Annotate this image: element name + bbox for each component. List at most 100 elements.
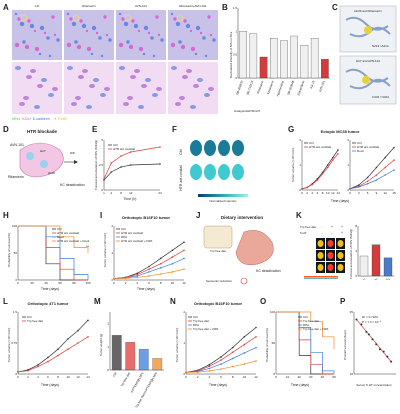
- cell-mark: [14, 42, 20, 48]
- cell-mark: [95, 31, 99, 35]
- row-1-label-f: Ctrl: [179, 149, 183, 155]
- data-point: [358, 184, 360, 186]
- data-point: [159, 267, 162, 269]
- cell-mark: [66, 12, 70, 16]
- cell-mark: [34, 105, 40, 109]
- cell-mark: [171, 66, 177, 70]
- y-axis-label-h: Probability of survival (%): [7, 233, 11, 267]
- cell-mark: [185, 23, 191, 29]
- data-point: [332, 159, 334, 161]
- cell-mark: [27, 19, 31, 23]
- x-tick-label: 10: [286, 375, 290, 379]
- series-line-4: [276, 311, 335, 350]
- cell-mark: [67, 66, 73, 70]
- data-point: [77, 342, 79, 344]
- x-tick-label: Ctrl: [112, 371, 118, 377]
- series-line-2: [349, 159, 395, 190]
- bar: [359, 255, 369, 277]
- series-line-1: [103, 163, 161, 181]
- bar: [239, 31, 247, 79]
- cell-mark: [142, 52, 146, 56]
- cell-mark: [152, 54, 156, 58]
- series-line-1: [185, 327, 257, 373]
- x-tick-label: 12: [76, 375, 80, 379]
- data-point: [231, 346, 234, 349]
- series-line-4: [18, 225, 89, 253]
- y-axis-label-p: Overall survival (days): [343, 330, 347, 360]
- sig-h: **: [86, 244, 90, 249]
- bar: [152, 358, 163, 371]
- cell-mark: [170, 42, 176, 48]
- diet-sign: +: [341, 225, 343, 229]
- data-point: [375, 174, 378, 176]
- y-tick-label: 100: [270, 310, 275, 314]
- x-tick-label: 6: [148, 281, 150, 285]
- cell-mark: [19, 21, 25, 27]
- cell-mark: [123, 102, 129, 106]
- cell-mark: [41, 78, 47, 82]
- cell-mark: [26, 75, 32, 79]
- x-tick-label: 8: [232, 375, 234, 379]
- cell-mark: [118, 12, 122, 16]
- y-tick-label: 2: [299, 138, 301, 142]
- cell-mark: [133, 23, 139, 29]
- data-point: [306, 186, 308, 189]
- colorbar-label: Normalized intensity: [209, 199, 237, 203]
- y-tick-label: 10: [350, 372, 354, 376]
- residue-2-label: C343 / N344: [372, 95, 389, 99]
- cell-mark: [127, 96, 133, 100]
- cell-mark: [138, 105, 144, 109]
- legend-label: Trp free diet + DPA: [193, 327, 218, 331]
- cell-mark: [91, 25, 97, 31]
- pval-label-p: P = 7.0 × 10⁻⁵: [362, 320, 382, 324]
- data-point: [171, 263, 174, 265]
- title-n: Orthotopic B16F10 tumor: [194, 301, 243, 306]
- data-point: [220, 356, 222, 358]
- data-point: [17, 371, 19, 373]
- x-tick-label: 4: [136, 281, 138, 285]
- data-point: [27, 369, 29, 372]
- data-point: [148, 268, 150, 271]
- data-point: [220, 368, 222, 370]
- y-tick-label: 0.75: [11, 341, 17, 345]
- scatter-point: [360, 323, 363, 326]
- cell-mark: [71, 21, 77, 27]
- cell-mark: [53, 33, 57, 37]
- cell-mark: [189, 29, 193, 33]
- scatter-point: [386, 355, 389, 358]
- data-point: [375, 166, 378, 169]
- panel-label-b: B: [222, 3, 228, 12]
- legend-label-a: NPs: [12, 117, 19, 121]
- cell-mark: [209, 33, 213, 37]
- y-tick-label: 4: [355, 249, 357, 253]
- kupffer-cell-shape: [19, 142, 64, 178]
- cell-mark: [85, 29, 89, 33]
- x-tick-label: 8: [120, 191, 122, 195]
- x-tick-label: Ziprasidone: [296, 80, 305, 96]
- y-tick-label: 1: [235, 29, 237, 33]
- cell-mark: [178, 40, 182, 44]
- panel-e: E Tumoral accumulation of NPs (%ID/g) Ti…: [92, 125, 162, 201]
- bar: [259, 56, 268, 79]
- y-tick-label: 35: [350, 310, 354, 314]
- cell-mark: [29, 23, 35, 29]
- y-tick-label: 8: [355, 224, 357, 228]
- data-point: [136, 276, 139, 279]
- cell-mark: [38, 52, 42, 56]
- series-line-2: [301, 153, 339, 190]
- legend-label: DPA: [121, 235, 127, 239]
- data-point: [129, 164, 132, 166]
- panel-g: G Ectopic MC38 tumor Tumor volume (×10³ …: [288, 125, 396, 203]
- ht-sign: +: [341, 231, 343, 235]
- y-tick-label: 50: [272, 341, 276, 345]
- legend-label: Ctrl: [303, 315, 308, 319]
- data-point: [110, 171, 113, 173]
- data-point: [393, 169, 395, 171]
- data-point: [337, 149, 339, 151]
- y-tick-label: 2: [347, 138, 349, 142]
- title-i: Orthotopic B16F10 tumor: [122, 215, 171, 220]
- data-point: [393, 159, 395, 161]
- cell-mark: [51, 15, 55, 19]
- cell-mark: [156, 87, 162, 91]
- fit-line: [356, 319, 392, 362]
